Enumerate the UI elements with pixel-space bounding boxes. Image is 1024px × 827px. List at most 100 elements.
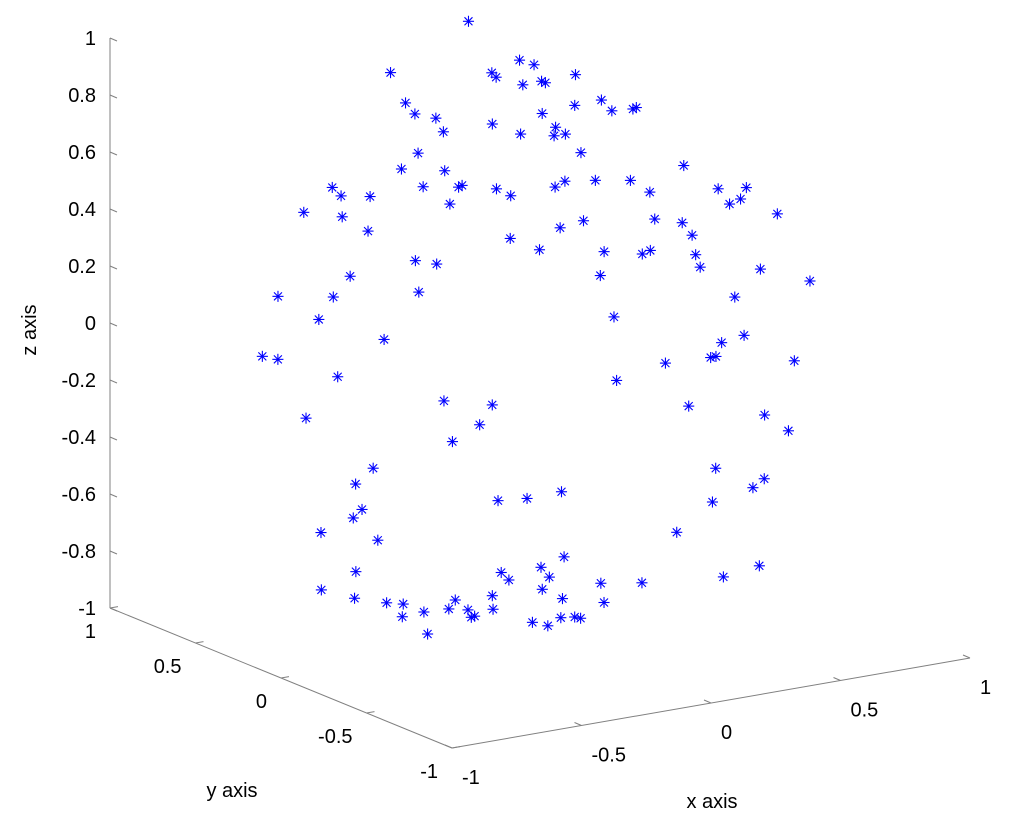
data-point [598,596,610,609]
data-point [678,160,690,172]
data-point [659,357,671,369]
data-point [555,486,568,498]
data-point [505,190,517,202]
data-point [495,566,507,579]
data-point [336,211,348,223]
data-point [533,244,546,256]
data-point [569,611,581,623]
y-tick-mark [109,606,119,609]
z-tick-label: 0.8 [68,85,96,107]
data-point [624,174,636,186]
data-point [362,225,374,237]
data-point [347,512,359,524]
data-point [395,163,408,175]
z-tick-mark [109,208,118,213]
axes [109,38,971,749]
data-point [589,174,601,186]
x-tick-mark [574,722,582,726]
data-point [788,355,800,367]
data-point [758,473,770,485]
data-point [381,597,393,609]
y-tick-label: 1 [85,621,96,643]
z-tick-label: 1 [85,28,96,50]
y-tick-label: 0 [256,691,267,713]
data-point [315,526,327,539]
z-tick-mark [109,151,118,156]
data-point [577,215,590,227]
data-point [575,147,587,159]
z-tick-label: 0.4 [68,199,96,221]
data-point [738,329,750,341]
data-point [300,412,312,424]
data-point [608,311,620,323]
data-point [706,496,719,508]
data-point [409,108,421,120]
z-tick-label: -1 [78,598,96,620]
data-point [413,286,425,298]
data-point [548,130,560,142]
data-point [804,275,816,287]
data-point [710,350,722,363]
y-tick-label: -1 [420,761,438,783]
z-tick-mark [109,550,118,555]
data-point [723,198,736,210]
z-tick-mark [109,607,118,612]
data-point [503,574,515,586]
data-point [397,598,409,610]
data-point [298,206,310,218]
data-point [558,551,570,563]
z-tick-mark [109,379,118,384]
data-point [446,436,458,448]
data-point [526,616,538,628]
data-point [710,462,722,474]
data-point [611,374,623,387]
data-point [556,593,569,605]
data-point [676,217,688,229]
data-point [539,77,551,89]
data-point [543,571,555,583]
x-tick-label: 0.5 [851,700,879,722]
data-point [528,59,540,71]
z-axis-label: z axis [19,304,41,355]
data-point [606,105,618,117]
data-point [559,128,571,140]
data-point [431,258,443,270]
data-point [456,179,468,191]
x-tick-mark [444,744,453,749]
data-point [740,182,752,194]
data-point [409,255,421,267]
data-point [559,175,571,187]
data-point [350,478,362,490]
data-point [729,291,741,303]
data-point [636,577,648,589]
z-tick-mark [109,493,118,498]
z-tick-label: 0.6 [68,142,96,164]
data-point [372,534,384,546]
z-tick-label: 0.2 [68,256,96,278]
data-point [443,603,455,615]
x-tick-label: -1 [462,767,480,789]
z-tick-label: 0 [85,313,96,335]
data-point [569,99,581,111]
data-point [686,229,698,241]
data-point [536,107,548,120]
data-point [462,604,474,616]
data-point [367,462,379,474]
data-point [595,577,607,589]
z-tick-label: -0.2 [62,370,96,392]
z-tick-mark [109,322,118,327]
data-point [465,611,477,623]
y-ticks: -1 -0.5 0 0.5 1 [85,606,461,783]
data-point [486,67,498,79]
x-tick-label: 0 [721,722,732,744]
z-tick-mark [109,37,118,42]
data-point [521,492,533,505]
data-point [462,15,475,27]
data-point [486,590,498,602]
data-point [272,290,284,302]
data-point [636,248,648,260]
data-point [694,261,706,273]
z-ticks: -1 -0.8 -0.6 -0.4 -0.2 0 0.2 0.4 0.6 0.8 1 [62,28,118,620]
data-point [418,606,430,618]
